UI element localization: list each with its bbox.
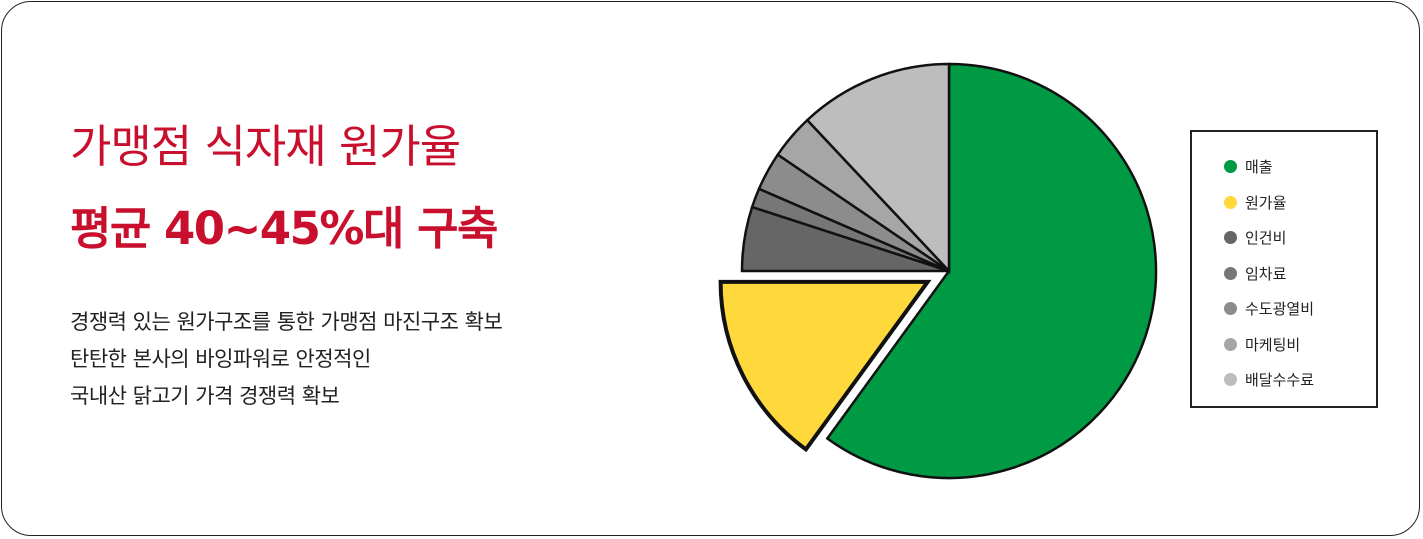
legend-swatch <box>1224 302 1237 316</box>
legend-label: 배달수수료 <box>1245 371 1315 390</box>
legend-label: 임차료 <box>1245 264 1287 283</box>
legend-item: 수도광열비 <box>1192 291 1376 327</box>
legend-label: 매출 <box>1245 158 1273 177</box>
legend-item: 매출 <box>1192 149 1376 185</box>
legend-swatch <box>1224 266 1237 280</box>
legend-item: 원가율 <box>1192 185 1376 221</box>
legend-swatch <box>1224 337 1237 351</box>
legend-label: 마케팅비 <box>1245 335 1301 354</box>
legend-item: 배달수수료 <box>1192 362 1376 398</box>
title-line-1: 가맹점 식자재 원가율 <box>70 120 461 173</box>
pie-chart <box>718 62 1158 480</box>
description: 경쟁력 있는 원가구조를 통한 가맹점 마진구조 확보 탄탄한 본사의 바잉파워… <box>70 304 503 415</box>
legend-label: 인건비 <box>1245 229 1287 248</box>
pie-slice-2 <box>718 279 932 453</box>
legend-label: 수도광열비 <box>1245 300 1315 319</box>
legend-item: 인건비 <box>1192 220 1376 256</box>
legend-item: 임차료 <box>1192 256 1376 292</box>
legend-swatch <box>1224 373 1237 387</box>
legend-swatch <box>1224 195 1237 209</box>
legend-label: 원가율 <box>1245 193 1287 212</box>
legend-swatch <box>1224 160 1237 174</box>
description-line-1: 경쟁력 있는 원가구조를 통한 가맹점 마진구조 확보 <box>70 310 503 334</box>
description-line-3: 국내산 닭고기 가격 경쟁력 확보 <box>70 384 340 408</box>
legend-swatch <box>1224 231 1237 245</box>
pie-slice-1 <box>825 62 1158 480</box>
legend-item: 마케팅비 <box>1192 327 1376 363</box>
description-line-2: 탄탄한 본사의 바잉파워로 안정적인 <box>70 347 371 371</box>
title-line-2: 평균 40~45%대 구축 <box>70 202 498 255</box>
pie-slice-7 <box>805 62 951 275</box>
